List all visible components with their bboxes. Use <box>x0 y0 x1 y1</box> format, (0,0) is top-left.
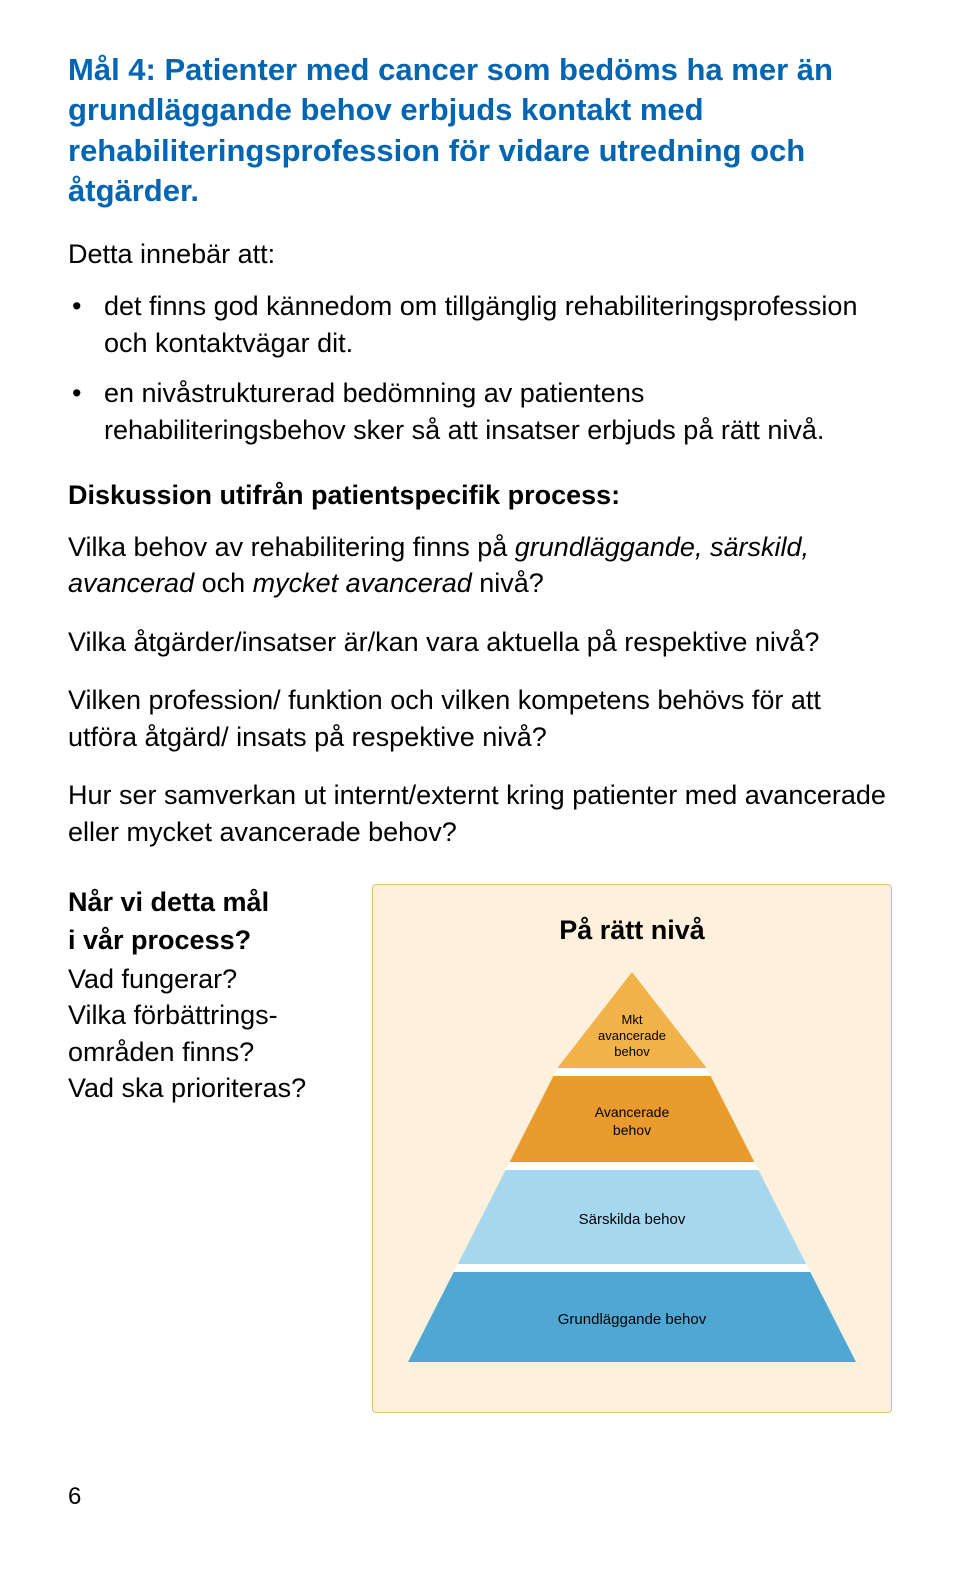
pyramid-title: På rätt nivå <box>395 915 869 946</box>
pyramid-label-2b: behov <box>613 1122 651 1138</box>
bullet-item: det finns god kännedom om tillgänglig re… <box>68 288 892 361</box>
q1-tail: nivå? <box>472 568 544 598</box>
pyramid-chart: Grundläggande behov Särskilda behov Avan… <box>402 972 862 1372</box>
question-3: Vilken profession/ funktion och vilken k… <box>68 682 892 755</box>
pyramid-container: På rätt nivå Grundläggande behov Särskil… <box>372 884 892 1413</box>
left-questions: Når vi detta mål i vår process? Vad fung… <box>68 884 348 1107</box>
page-number: 6 <box>68 1483 892 1511</box>
pyramid-label-3: Särskilda behov <box>579 1211 686 1228</box>
pyramid-label-1c: behov <box>614 1044 650 1059</box>
discussion-heading: Diskussion utifrån patientspecifik proce… <box>68 480 892 511</box>
left-sub-4: Vad ska prioriteras? <box>68 1070 348 1106</box>
page-title: Mål 4: Patienter med cancer som bedöms h… <box>68 50 892 211</box>
q1-mid: och <box>194 568 253 598</box>
q1-lead: Vilka behov av rehabilitering finns på <box>68 532 515 562</box>
q1-italic-b: mycket avancerad <box>253 568 472 598</box>
pyramid-label-2a: Avancerade <box>595 1104 670 1120</box>
pyramid-gap <box>553 1068 710 1076</box>
question-2: Vilka åtgärder/insatser är/kan vara aktu… <box>68 624 892 660</box>
bullet-item: en nivåstrukturerad bedömning av patient… <box>68 375 892 448</box>
left-sub-3: områden finns? <box>68 1034 348 1070</box>
pyramid-label-1b: avancerade <box>598 1028 666 1043</box>
goal-q-line1: Når vi detta mål <box>68 884 348 920</box>
pyramid-gap <box>454 1264 811 1272</box>
bullet-list: det finns god kännedom om tillgänglig re… <box>68 288 892 448</box>
intro-text: Detta innebär att: <box>68 239 892 270</box>
question-1: Vilka behov av rehabilitering finns på g… <box>68 529 892 602</box>
left-sub-1: Vad fungerar? <box>68 961 348 997</box>
pyramid-gap <box>506 1162 759 1170</box>
lower-row: Når vi detta mål i vår process? Vad fung… <box>68 884 892 1413</box>
left-sub-2: Vilka förbättrings- <box>68 997 348 1033</box>
pyramid-label-4: Grundläggande behov <box>558 1311 707 1328</box>
pyramid-label-1a: Mkt <box>622 1012 643 1027</box>
question-4: Hur ser samverkan ut internt/externt kri… <box>68 777 892 850</box>
goal-q-line2: i vår process? <box>68 922 348 958</box>
